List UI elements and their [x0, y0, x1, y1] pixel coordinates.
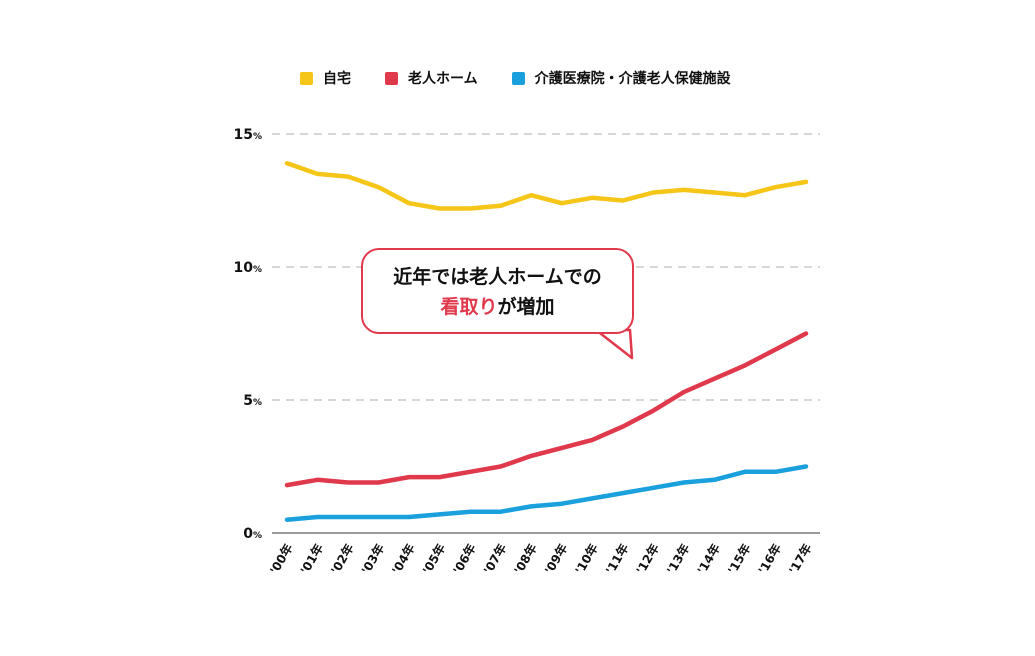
- y-tick-label: 0%: [243, 526, 262, 542]
- legend: 自宅 老人ホーム 介護医療院・介護老人保健施設: [300, 68, 731, 88]
- legend-item-nursing-home: 老人ホーム: [385, 68, 478, 88]
- legend-label-nursing-home: 老人ホーム: [408, 71, 478, 87]
- x-tick-label: '14年: [694, 541, 723, 577]
- callout-tail: [594, 328, 634, 360]
- legend-label-home: 自宅: [323, 71, 351, 87]
- series-line-1: [284, 331, 809, 488]
- x-tick-label: '07年: [480, 541, 509, 577]
- legend-swatch-home: [300, 71, 313, 85]
- callout-line-2-rest: が増加: [497, 296, 555, 318]
- x-tick-label: '11年: [602, 541, 631, 577]
- x-tick-label: '12年: [633, 541, 662, 577]
- x-tick-label: '01年: [297, 541, 326, 577]
- legend-swatch-care-facility: [511, 71, 525, 85]
- legend-item-care-facility: 介護医療院・介護老人保健施設: [511, 68, 731, 88]
- x-tick-label: '15年: [724, 541, 753, 577]
- legend-swatch-nursing-home: [385, 71, 398, 85]
- x-tick-label: '13年: [663, 541, 692, 577]
- series-line-2: [284, 464, 809, 522]
- x-tick-label: '06年: [450, 541, 479, 577]
- legend-item-home: 自宅: [300, 68, 351, 88]
- series-line-0: [284, 161, 809, 211]
- x-tick-label: '09年: [541, 541, 570, 577]
- y-tick-label: 15%: [233, 127, 262, 143]
- x-tick-label: '10年: [572, 541, 601, 577]
- x-tick-label: '16年: [755, 541, 784, 577]
- x-tick-label: '03年: [358, 541, 387, 577]
- callout-highlight: 看取り: [440, 296, 498, 318]
- x-tick-label: '04年: [389, 541, 418, 577]
- x-tick-label: '02年: [327, 541, 356, 577]
- x-tick-label: '00年: [266, 541, 295, 577]
- x-tick-label: '08年: [511, 541, 540, 577]
- y-tick-label: 5%: [243, 393, 262, 409]
- callout-line-1: 近年では老人ホームでの: [393, 266, 602, 288]
- legend-label-care-facility: 介護医療院・介護老人保健施設: [534, 71, 731, 87]
- x-tick-label: '05年: [419, 541, 448, 577]
- x-tick-label: '17年: [785, 541, 814, 577]
- y-tick-label: 10%: [233, 260, 262, 276]
- callout-line-2: 看取りが増加: [363, 292, 632, 322]
- series-layer: [284, 161, 809, 522]
- callout-bubble: 近年では老人ホームでの 看取りが増加: [361, 248, 634, 334]
